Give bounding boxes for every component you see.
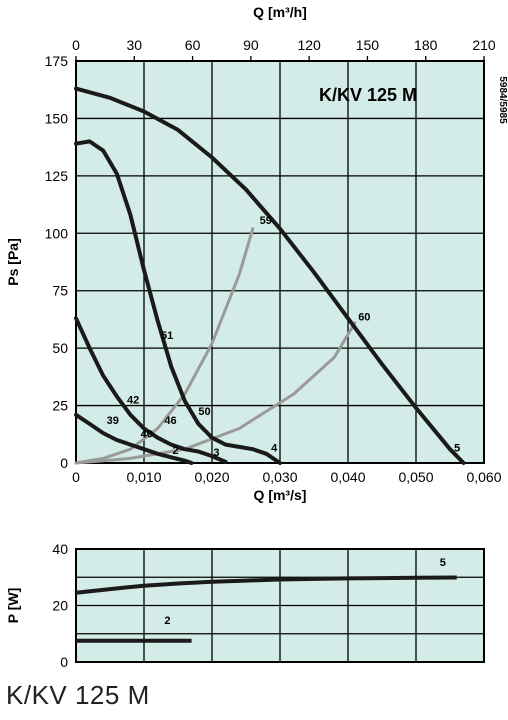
x2-tick-label: 120 [297,37,321,53]
power-curve-5 [75,575,457,595]
y-tick-label: 0 [60,654,68,670]
y-tick-label: 20 [52,598,68,614]
y-tick-label: 25 [52,398,68,414]
fan-curve-2 [74,412,194,465]
fan-curve-3 [74,316,228,464]
x2-tick-label: 210 [472,37,496,53]
x2-tick-label: 60 [185,37,201,53]
power-chart: 0 20 40 P [W] 5 2 [5,541,485,670]
x2-tick-label: 90 [243,37,259,53]
y-tick-label: 175 [45,53,69,69]
x-tick-label: 0,020 [194,469,229,485]
x2-tick-label: 0 [72,37,80,53]
x2-tick-label: 180 [414,37,438,53]
y-tick-label: 40 [52,541,68,557]
curve-label-5: 5 [440,557,446,569]
chart-title: K/KV 125 M [319,85,417,105]
fan-curve-4 [74,139,282,465]
x-tick-label: 0,040 [330,469,365,485]
curve-label-2: 2 [164,615,170,627]
curve-label-42: 42 [127,394,139,406]
model-code: 5984/5985 [497,76,508,124]
curve-label-39: 39 [107,415,119,427]
x-tick-label: 0,030 [262,469,297,485]
x2-tick-label: 30 [126,37,142,53]
curve-label-40: 40 [141,429,153,441]
curve-label-2: 2 [173,445,179,457]
curve-label-51: 51 [161,330,173,342]
fan-curve-5 [74,86,466,465]
y-tick-label: 0 [60,455,68,471]
x-tick-label: 0,010 [126,469,161,485]
y-tick-label: 125 [45,168,69,184]
system-curve-60 [74,321,357,465]
curve-label-60: 60 [358,312,370,324]
curve-label-46: 46 [164,415,176,427]
system-curve-59 [74,227,255,465]
y-axis-label: Ps [Pa] [5,238,21,285]
y-tick-label: 100 [45,225,69,241]
curve-label-3: 3 [213,447,219,459]
x-tick-label: 0,050 [398,469,433,485]
footer-title: K/KV 125 M [6,680,150,710]
x2-axis-label: Q [m³/h] [253,4,307,20]
curve-label-59: 59 [260,215,272,227]
x2-tick-label: 150 [356,37,380,53]
curve-label-50: 50 [198,406,210,418]
y-axis-label: P [W] [5,588,21,624]
x-tick-label: 0 [72,469,80,485]
x-tick-label: 0,060 [466,469,501,485]
y-tick-label: 75 [52,283,68,299]
curve-label-5: 5 [454,443,460,455]
plot-frame [75,548,485,663]
y-tick-label: 150 [45,110,69,126]
x-axis-label: Q [m³/s] [254,487,307,503]
y-tick-label: 50 [52,340,68,356]
curve-label-4: 4 [271,443,278,455]
